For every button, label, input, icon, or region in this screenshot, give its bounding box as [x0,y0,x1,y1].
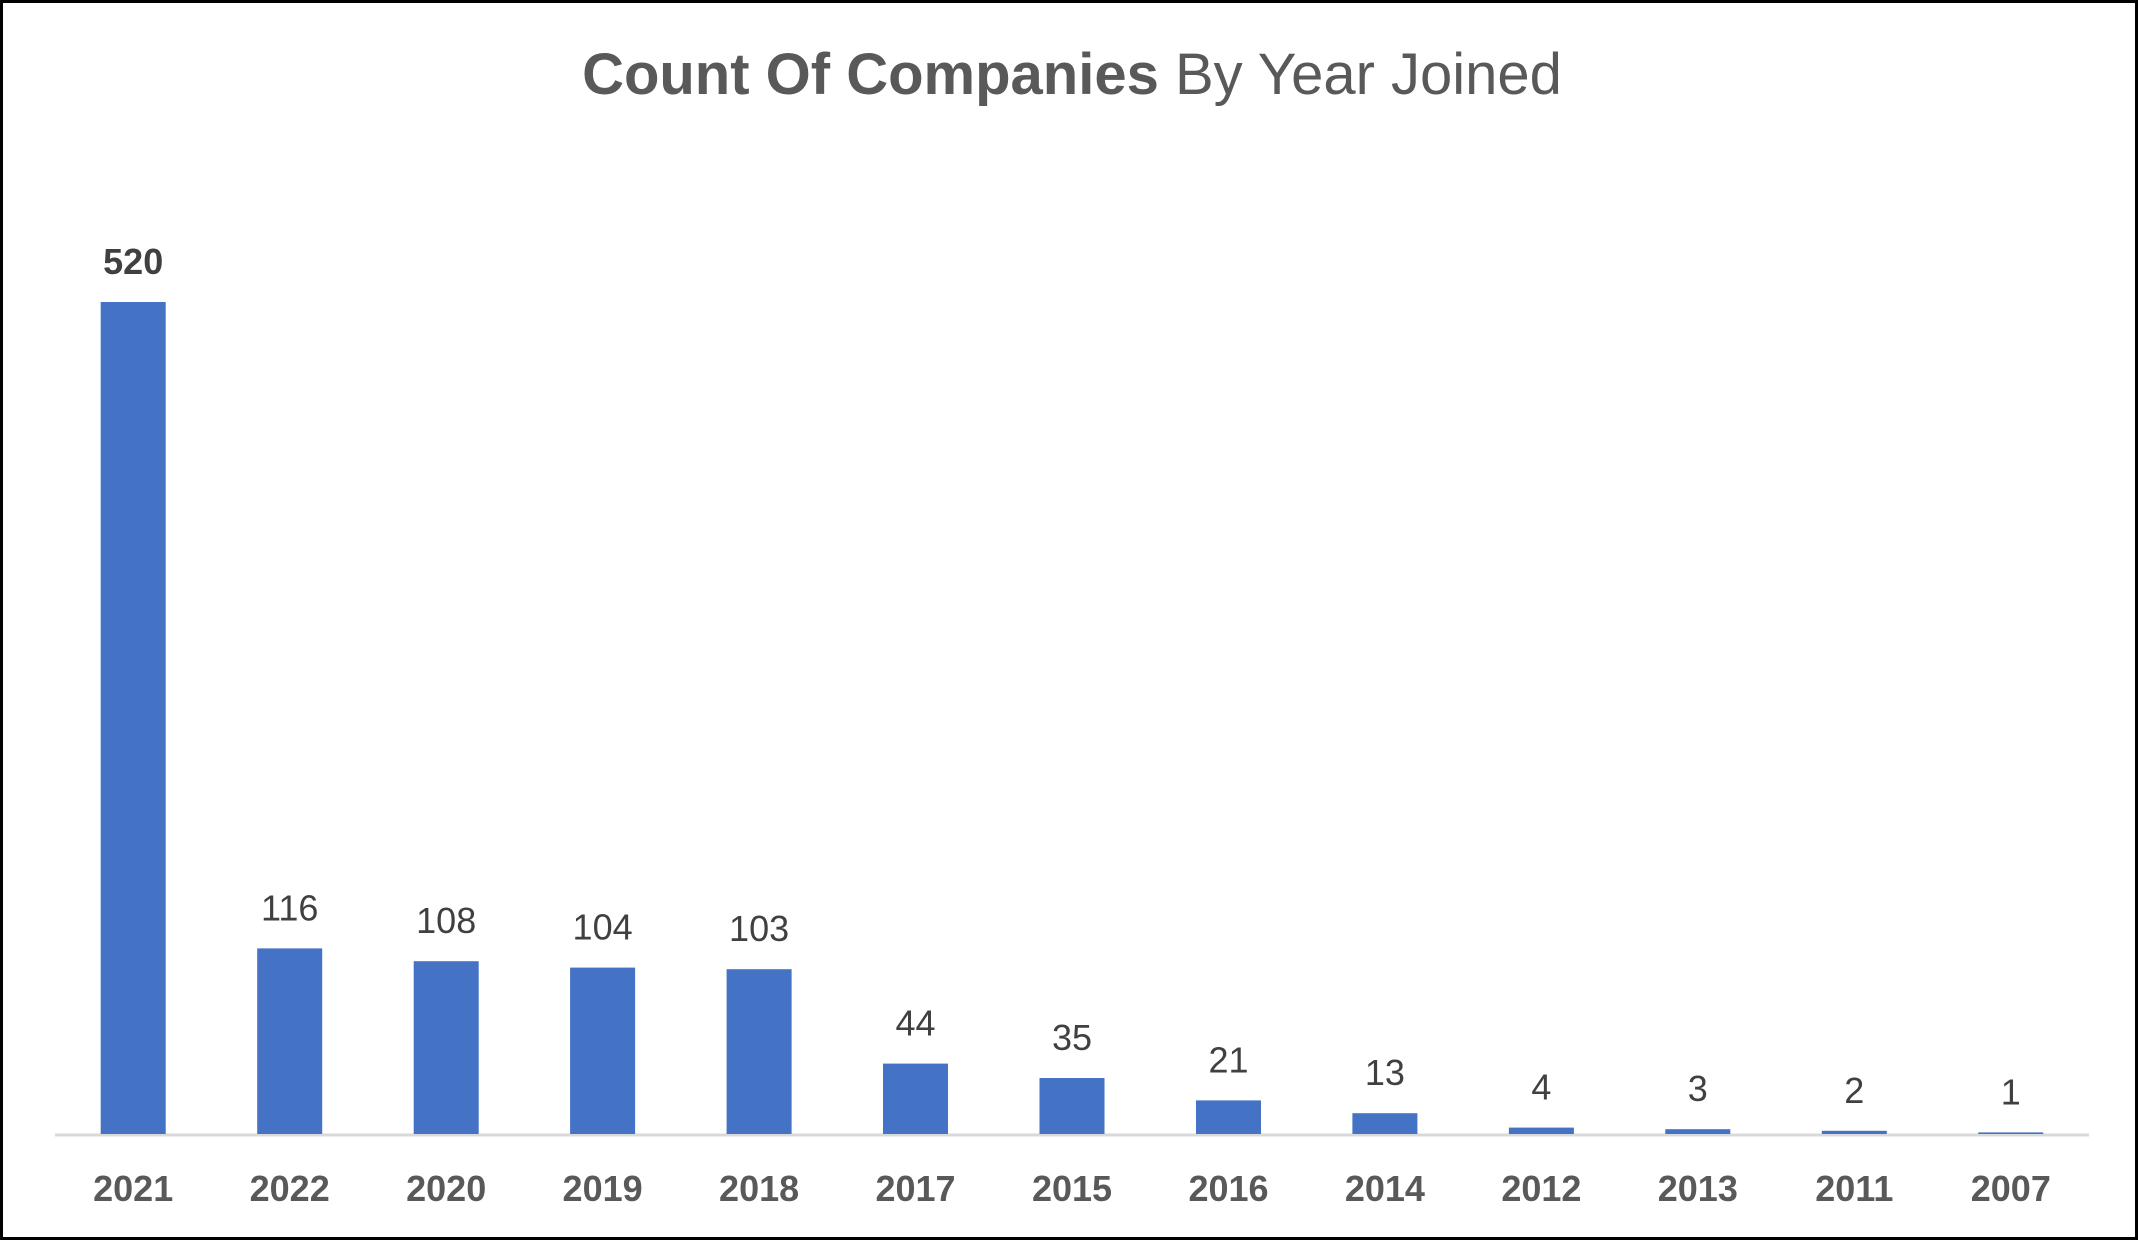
data-label-2021: 520 [103,241,163,282]
x-tick-label-2014: 2014 [1345,1168,1425,1209]
x-tick-label-2011: 2011 [1815,1168,1893,1209]
x-tick-label-2022: 2022 [250,1168,330,1209]
bar-2016 [1196,1100,1261,1134]
data-label-2013: 3 [1688,1068,1708,1109]
x-tick-label-2018: 2018 [719,1168,799,1209]
bar-2017 [883,1063,948,1134]
chart-title-rest: By Year Joined [1174,42,1562,107]
bar-2007 [1978,1132,2044,1134]
x-tick-label-2019: 2019 [563,1168,643,1209]
x-tick-label-2016: 2016 [1188,1168,1268,1209]
data-label-2016: 21 [1208,1039,1248,1080]
x-tick-label-2012: 2012 [1501,1168,1581,1209]
bar-2011 [1821,1130,1887,1134]
bar-chart-plot: 520 2021 116 2022 108 2020 104 2019 103 2018 44 201… [55,241,2089,1209]
x-tick-label-2020: 2020 [406,1168,486,1209]
bar-2019 [570,967,636,1134]
data-label-2018: 103 [729,908,789,949]
data-label-2017: 44 [895,1003,935,1044]
chart-title-bold: Count Of Companies [582,42,1159,107]
data-label-2012: 4 [1531,1067,1551,1108]
x-tick-label-2007: 2007 [1971,1168,2051,1209]
x-tick-label-2021: 2021 [93,1168,173,1209]
x-tick-label-2013: 2013 [1658,1168,1738,1209]
data-label-2014: 13 [1365,1052,1405,1093]
x-tick-label-2017: 2017 [875,1168,955,1209]
bar-2012 [1508,1127,1574,1134]
data-label-2007: 1 [2001,1071,2021,1112]
bar-2021 [100,302,166,1134]
bar-2022 [257,948,323,1134]
data-label-2022: 116 [261,887,318,928]
data-label-2011: 2 [1844,1070,1864,1111]
data-label-2020: 108 [416,900,476,941]
bar-2014 [1352,1113,1418,1134]
bar-2013 [1665,1129,1731,1134]
bar-2020 [413,961,479,1134]
bar-2018 [726,969,792,1134]
chart-title: Count Of Companies By Year Joined [3,41,2138,108]
data-label-2019: 104 [573,907,633,948]
data-label-2015: 35 [1052,1017,1092,1058]
bar-2015 [1039,1078,1105,1134]
x-tick-label-2015: 2015 [1032,1168,1112,1209]
